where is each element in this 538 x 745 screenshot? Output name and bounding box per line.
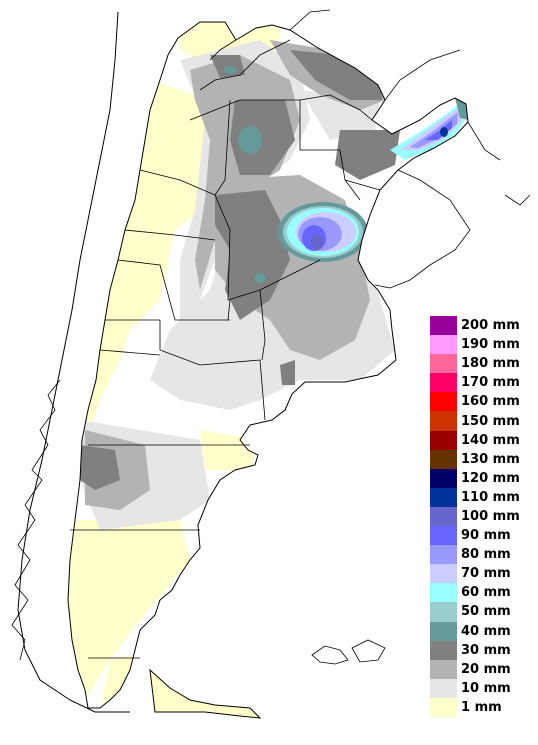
legend-row: 50 mm: [430, 602, 534, 622]
legend-row: 150 mm: [430, 411, 534, 431]
legend-swatch: [430, 468, 457, 488]
legend-swatch: [430, 697, 457, 717]
neighbour-borders: [289, 9, 531, 289]
legend-swatch: [430, 678, 457, 698]
legend-label: 110 mm: [461, 489, 520, 505]
legend-row: 40 mm: [430, 621, 534, 641]
legend-label: 70 mm: [461, 566, 511, 582]
chile-fjords: [11, 379, 61, 661]
legend-row: 80 mm: [430, 545, 534, 565]
legend-swatch: [430, 373, 457, 393]
legend-row: 90 mm: [430, 526, 534, 546]
legend-row: 160 mm: [430, 392, 534, 412]
legend-row: 30 mm: [430, 640, 534, 660]
legend-label: 120 mm: [461, 470, 520, 486]
legend-label: 130 mm: [461, 451, 520, 467]
argentina-border: [67, 21, 469, 709]
legend-row: 10 mm: [430, 678, 534, 698]
legend-row: 60 mm: [430, 583, 534, 603]
legend-row: 100 mm: [430, 506, 534, 527]
legend-row: 130 mm: [430, 449, 534, 469]
legend-label: 80 mm: [461, 547, 511, 563]
legend-label: 160 mm: [461, 394, 520, 410]
legend-swatch: [430, 316, 457, 336]
legend-row: 190 mm: [430, 335, 534, 355]
legend-swatch: [430, 354, 457, 374]
legend-label: 200 mm: [461, 318, 520, 334]
legend-swatch: [430, 449, 457, 469]
precipitation-legend: 200 mm 190 mm 180 mm 170 mm 160 mm 150 mm 140 …: [430, 316, 534, 717]
legend-swatch: [430, 487, 457, 507]
legend-label: 190 mm: [461, 337, 520, 353]
legend-row: 120 mm: [430, 468, 534, 488]
legend-swatch: [430, 430, 457, 450]
legend-row: 200 mm: [430, 316, 534, 336]
legend-label: 150 mm: [461, 413, 520, 429]
legend-label: 1 mm: [461, 699, 502, 715]
legend-label: 100 mm: [461, 508, 520, 524]
legend-label: 10 mm: [461, 680, 511, 696]
legend-swatch: [430, 640, 457, 660]
tierra-del-fuego: [149, 668, 262, 719]
legend-label: 180 mm: [461, 356, 520, 372]
legend-label: 20 mm: [461, 661, 511, 677]
chile-coastline: [17, 11, 130, 713]
legend-label: 30 mm: [461, 642, 511, 658]
legend-swatch: [430, 659, 457, 679]
legend-label: 40 mm: [461, 623, 511, 639]
legend-label: 140 mm: [461, 432, 520, 448]
legend-row: 1 mm: [430, 697, 534, 717]
legend-row: 70 mm: [430, 564, 534, 584]
legend-swatch: [430, 564, 457, 584]
legend-swatch: [430, 392, 457, 412]
legend-row: 180 mm: [430, 354, 534, 374]
legend-label: 170 mm: [461, 375, 520, 391]
legend-swatch: [430, 526, 457, 546]
legend-row: 110 mm: [430, 487, 534, 507]
legend-swatch: [430, 506, 457, 527]
legend-swatch: [430, 602, 457, 622]
legend-row: 140 mm: [430, 430, 534, 450]
legend-row: 170 mm: [430, 373, 534, 393]
legend-label: 90 mm: [461, 528, 511, 544]
legend-row: 20 mm: [430, 659, 534, 679]
legend-swatch: [430, 335, 457, 355]
legend-swatch: [430, 583, 457, 603]
malvinas-islands: [311, 639, 386, 665]
legend-label: 60 mm: [461, 585, 511, 601]
province-borders: [70, 39, 381, 659]
legend-label: 50 mm: [461, 604, 511, 620]
legend-swatch: [430, 621, 457, 641]
legend-swatch: [430, 545, 457, 565]
legend-swatch: [430, 411, 457, 431]
